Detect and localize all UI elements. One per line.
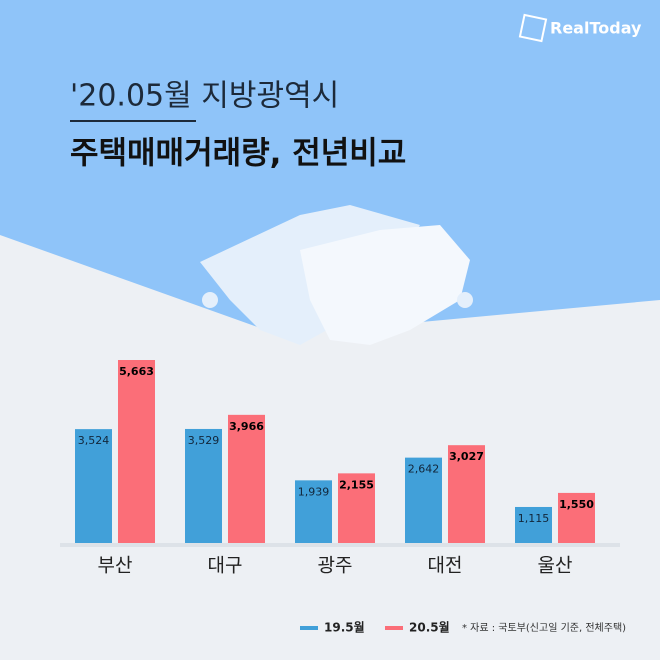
chart-title: '20.05월 지방광역시	[70, 79, 339, 114]
bar	[228, 414, 265, 543]
bar	[118, 360, 155, 543]
handshake-illustration	[200, 205, 473, 345]
x-tick-label: 부산	[98, 555, 133, 577]
background-floor	[0, 235, 660, 660]
bar	[338, 473, 375, 543]
value-label: 2,642	[408, 463, 440, 476]
bar	[75, 429, 112, 543]
bar	[515, 506, 552, 543]
bar	[448, 445, 485, 543]
x-tick-label: 광주	[318, 555, 353, 577]
bar	[185, 428, 222, 543]
value-label: 2,155	[339, 478, 374, 491]
baseline	[60, 543, 620, 547]
value-label: 1,550	[559, 498, 594, 511]
legend-label: 19.5월	[324, 620, 365, 635]
value-label: 3,966	[229, 420, 264, 433]
legend-label: 20.5월	[409, 620, 450, 635]
bar	[558, 492, 595, 543]
value-label: 1,115	[518, 512, 550, 525]
bar	[405, 457, 442, 543]
x-tick-label: 대구	[208, 555, 243, 577]
x-tick-label: 대전	[428, 555, 463, 577]
brand: RealToday	[550, 19, 642, 38]
chart-subtitle: 주택매매거래량, 전년비교	[70, 136, 406, 172]
value-label: 3,027	[449, 450, 484, 463]
value-label: 1,939	[298, 485, 330, 498]
logo: RealToday	[518, 13, 642, 43]
bar	[295, 480, 332, 543]
logo-icon	[518, 13, 548, 43]
x-tick-label: 울산	[538, 555, 573, 577]
value-label: 3,529	[188, 434, 220, 447]
value-label: 3,524	[78, 434, 110, 447]
source-note: * 자료 : 국토부(신고일 기준, 전체주택)	[462, 622, 626, 634]
value-label: 5,663	[119, 365, 154, 378]
